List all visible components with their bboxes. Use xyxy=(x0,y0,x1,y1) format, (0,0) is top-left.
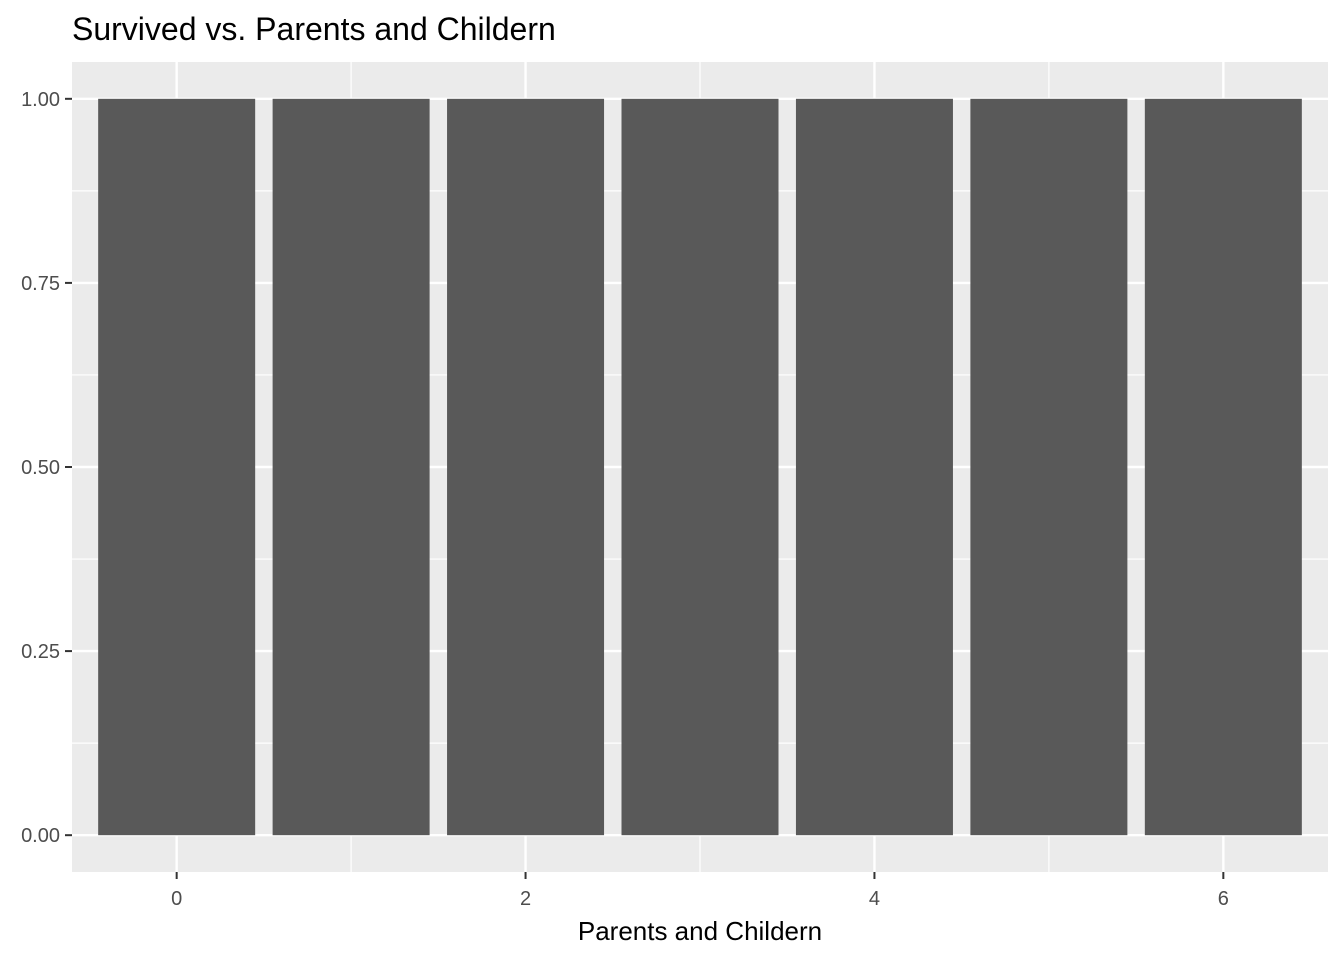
chart-title: Survived vs. Parents and Childern xyxy=(72,11,556,47)
x-tick-label: 6 xyxy=(1218,888,1229,910)
x-axis: 0 2 4 6 xyxy=(171,872,1229,910)
bar xyxy=(447,98,605,836)
bar xyxy=(970,98,1128,836)
bar xyxy=(98,98,256,836)
y-tick-label: 0.00 xyxy=(21,825,60,847)
x-tick-label: 4 xyxy=(869,888,880,910)
x-tick-label: 2 xyxy=(520,888,531,910)
bar xyxy=(1144,98,1302,836)
bars xyxy=(98,98,1302,836)
y-tick-label: 0.25 xyxy=(21,641,60,663)
bar xyxy=(272,98,430,836)
x-tick-label: 0 xyxy=(171,888,182,910)
y-tick-label: 0.50 xyxy=(21,457,60,479)
y-axis: 0.00 0.25 0.50 0.75 1.00 xyxy=(21,89,72,847)
bar xyxy=(621,98,779,836)
bar xyxy=(795,98,953,836)
x-axis-title: Parents and Childern xyxy=(578,916,822,946)
y-tick-label: 1.00 xyxy=(21,89,60,111)
y-tick-label: 0.75 xyxy=(21,273,60,295)
